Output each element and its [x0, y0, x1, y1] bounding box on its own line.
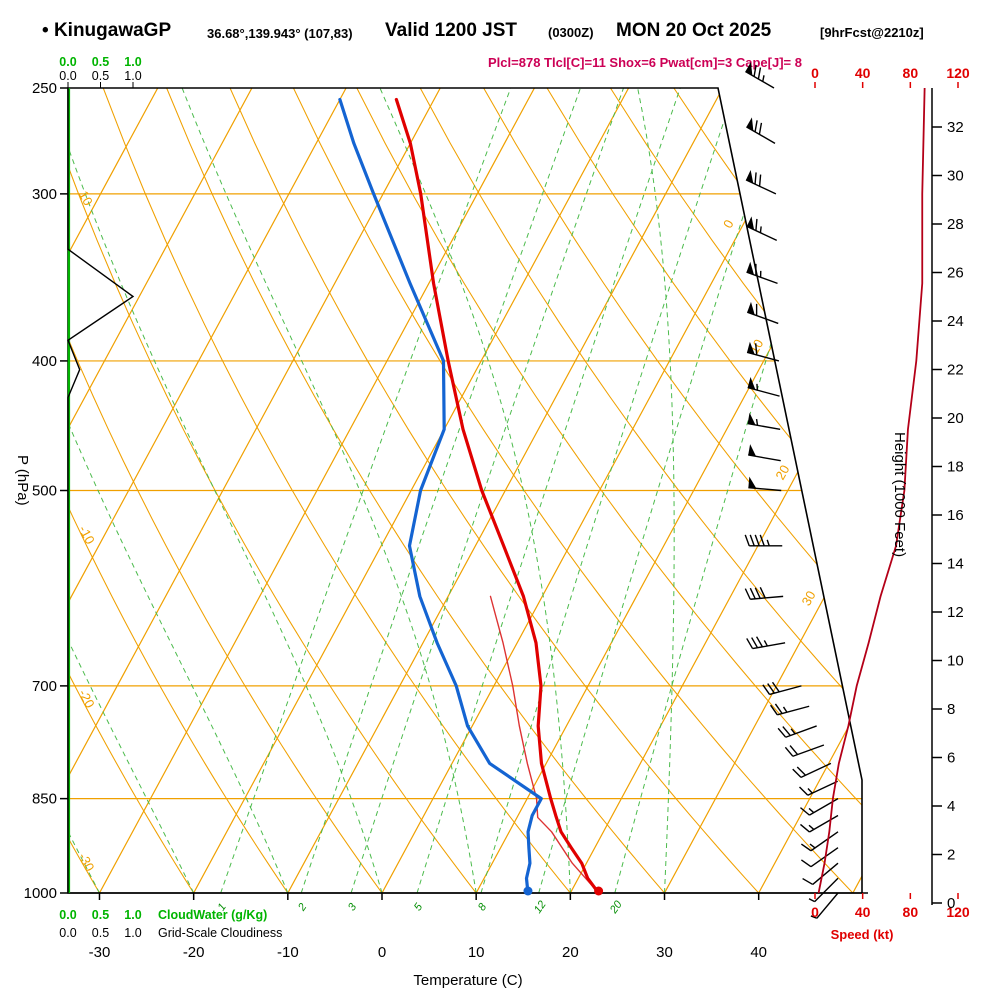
svg-text:250: 250	[32, 80, 57, 97]
svg-text:0.0: 0.0	[59, 69, 76, 83]
svg-text:-20: -20	[183, 944, 205, 961]
svg-text:0: 0	[378, 944, 386, 961]
wind-speed-curve	[817, 87, 926, 894]
svg-text:20: 20	[562, 944, 579, 961]
svg-text:1000: 1000	[24, 885, 57, 902]
svg-text:2: 2	[295, 901, 309, 914]
svg-text:40: 40	[855, 904, 871, 920]
svg-text:32: 32	[947, 119, 964, 136]
svg-text:-30: -30	[89, 944, 111, 961]
svg-text:20: 20	[772, 462, 792, 482]
svg-text:30: 30	[656, 944, 673, 961]
svg-text:10: 10	[468, 944, 485, 961]
svg-text:30: 30	[947, 168, 964, 185]
svg-text:Height (1000 Feet): Height (1000 Feet)	[891, 432, 908, 557]
svg-text:1: 1	[216, 901, 229, 913]
svg-text:6: 6	[947, 750, 955, 767]
station-coordinates: 36.68°,139.943° (107,83)	[207, 26, 353, 41]
svg-text:0.0: 0.0	[59, 926, 76, 940]
svg-text:30: 30	[799, 588, 819, 608]
temperature-curve	[394, 97, 601, 895]
svg-text:10: 10	[76, 188, 96, 208]
svg-text:0.5: 0.5	[92, 908, 109, 922]
svg-text:120: 120	[946, 65, 970, 81]
station-name: KinugawaGP	[53, 20, 172, 41]
svg-text:700: 700	[32, 678, 57, 695]
svg-text:80: 80	[903, 65, 919, 81]
svg-text:20: 20	[947, 410, 964, 427]
svg-text:8: 8	[947, 701, 955, 718]
sounding-curves	[338, 97, 604, 896]
svg-text:16: 16	[947, 507, 964, 524]
svg-text:12: 12	[532, 899, 549, 916]
svg-text:400: 400	[32, 353, 57, 370]
wind-barbs	[744, 61, 839, 919]
svg-text:300: 300	[32, 186, 57, 203]
svg-text:850: 850	[32, 791, 57, 808]
svg-text:Grid-Scale Cloudiness: Grid-Scale Cloudiness	[158, 926, 282, 940]
bullet-icon: •	[42, 20, 49, 41]
svg-text:40: 40	[855, 65, 871, 81]
svg-text:1.0: 1.0	[124, 926, 141, 940]
background-grid	[68, 88, 862, 893]
svg-text:0.0: 0.0	[59, 55, 76, 69]
svg-text:0.5: 0.5	[92, 69, 109, 83]
surface-temp-dot	[594, 886, 604, 896]
station-title: • KinugawaGP	[42, 20, 171, 42]
forecast-tag: [9hrFcst@2210z]	[820, 25, 924, 40]
svg-text:P (hPa): P (hPa)	[14, 455, 31, 506]
svg-text:1.0: 1.0	[124, 908, 141, 922]
svg-text:22: 22	[947, 362, 964, 379]
svg-text:0: 0	[720, 217, 737, 231]
svg-text:26: 26	[947, 265, 964, 282]
svg-text:8: 8	[476, 901, 490, 914]
svg-text:120: 120	[946, 904, 970, 920]
svg-text:14: 14	[947, 556, 964, 573]
svg-text:4: 4	[947, 798, 955, 815]
svg-text:0.5: 0.5	[92, 55, 109, 69]
svg-text:18: 18	[947, 459, 964, 476]
svg-text:0: 0	[811, 904, 819, 920]
svg-text:-20: -20	[76, 687, 98, 711]
svg-text:Temperature (C): Temperature (C)	[413, 972, 522, 989]
svg-text:-10: -10	[277, 944, 299, 961]
svg-text:1.0: 1.0	[124, 69, 141, 83]
svg-text:-10: -10	[76, 523, 98, 547]
svg-text:5: 5	[412, 901, 426, 914]
svg-text:0: 0	[947, 895, 955, 912]
svg-text:CloudWater (g/Kg): CloudWater (g/Kg)	[158, 908, 267, 922]
svg-text:2: 2	[947, 847, 955, 864]
svg-text:24: 24	[947, 313, 964, 330]
svg-text:12: 12	[947, 604, 964, 621]
svg-text:500: 500	[32, 483, 57, 500]
valid-date-label: MON 20 Oct 2025	[616, 20, 772, 41]
svg-text:20: 20	[607, 898, 625, 916]
svg-text:80: 80	[903, 904, 919, 920]
surface-dewpoint-dot	[523, 886, 533, 896]
svg-text:40: 40	[750, 944, 767, 961]
svg-text:0.5: 0.5	[92, 926, 109, 940]
svg-text:0: 0	[811, 65, 819, 81]
parcel-curve	[489, 595, 600, 894]
cloud-profiles	[67, 88, 135, 893]
svg-text:0.0: 0.0	[59, 908, 76, 922]
valid-time-label: Valid 1200 JST	[385, 20, 518, 41]
svg-text:1.0: 1.0	[124, 55, 141, 69]
sounding-indices: Plcl=878 Tlcl[C]=11 Shox=6 Pwat[cm]=3 Ca…	[488, 55, 802, 70]
svg-text:3: 3	[346, 901, 360, 914]
valid-utc-label: (0300Z)	[548, 25, 594, 40]
svg-text:10: 10	[947, 653, 964, 670]
svg-text:28: 28	[947, 216, 964, 233]
svg-text:-30: -30	[75, 850, 97, 874]
dewpoint-curve	[338, 97, 543, 895]
svg-text:Speed (kt): Speed (kt)	[831, 927, 894, 942]
